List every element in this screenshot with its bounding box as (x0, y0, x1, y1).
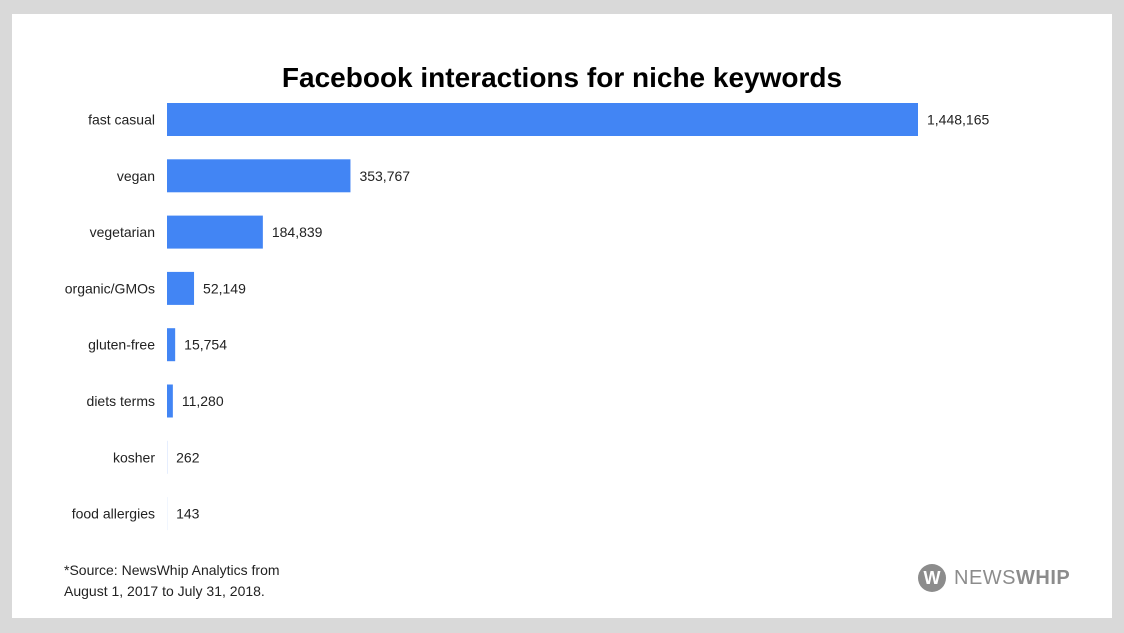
footnote-line-1: *Source: NewsWhip Analytics from (64, 562, 280, 578)
category-label: vegetarian (90, 224, 155, 240)
category-label: organic/GMOs (65, 280, 155, 296)
category-label: gluten-free (88, 337, 155, 353)
bar (167, 384, 173, 418)
chart-title: Facebook interactions for niche keywords (281, 62, 843, 93)
category-label: food allergies (72, 506, 155, 522)
value-label: 353,767 (359, 168, 410, 184)
value-label: 1,448,165 (927, 112, 989, 128)
footnote-line-2: August 1, 2017 to July 31, 2018. (64, 583, 265, 599)
chart-card: Facebook interactions for niche keywords… (12, 14, 1112, 618)
value-label: 15,754 (184, 337, 227, 353)
newswhip-wordmark: NEWSWHIP (954, 567, 1070, 590)
category-label: fast casual (88, 112, 155, 128)
logo-text-whip: WHIP (1016, 566, 1071, 589)
value-label: 143 (176, 506, 200, 522)
bar (167, 271, 195, 305)
bar (167, 328, 176, 362)
category-label: diets terms (87, 393, 155, 409)
source-footnote: *Source: NewsWhip Analytics from August … (64, 560, 280, 602)
value-label: 52,149 (203, 280, 246, 296)
logo-text-news: NEWS (954, 566, 1016, 589)
value-label: 11,280 (182, 393, 224, 409)
bar (167, 159, 351, 193)
value-label: 184,839 (272, 224, 323, 240)
bar-chart: fast casual 1,448,165 vegan 353,767 vegetari… (65, 103, 989, 531)
newswhip-logo: W NEWSWHIP (918, 564, 1070, 592)
value-label: 262 (176, 449, 200, 465)
newswhip-logo-icon: W (918, 564, 946, 592)
bar (167, 103, 918, 136)
category-label: vegan (117, 168, 155, 184)
bar (167, 215, 263, 249)
category-label: kosher (113, 449, 155, 465)
